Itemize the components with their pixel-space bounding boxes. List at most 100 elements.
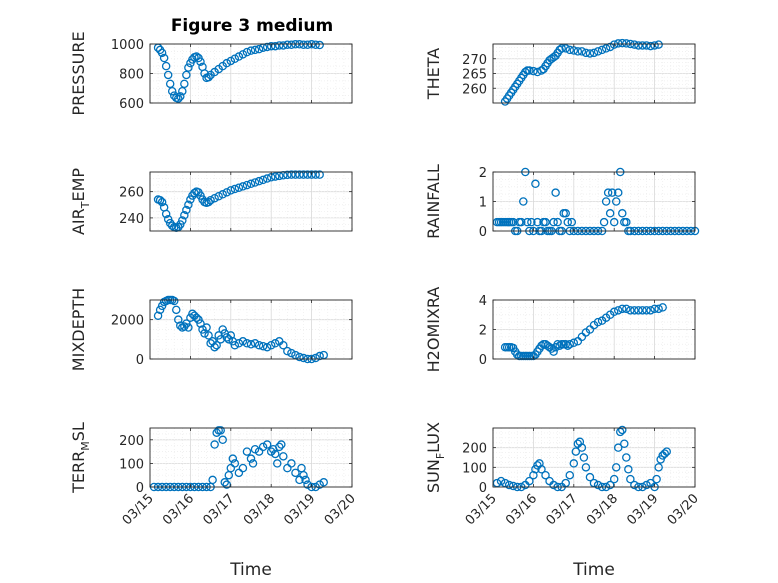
data-point <box>531 179 540 189</box>
data-point <box>569 338 579 348</box>
data-point <box>597 45 607 55</box>
data-point <box>226 186 236 195</box>
data-point <box>210 342 219 352</box>
data-point <box>172 305 181 315</box>
y-tick-label: 260 <box>119 186 144 201</box>
y-axis-label: AIRTEMP <box>69 168 92 235</box>
subplot-mixdepth: 0 2000 MIXDEPTH <box>69 288 353 371</box>
data-point <box>184 63 193 72</box>
data-point <box>521 67 530 77</box>
data-point <box>605 209 615 218</box>
x-tick-label: 03/18 <box>584 491 621 528</box>
data-point <box>618 425 627 435</box>
data-point <box>258 341 268 351</box>
data-point <box>277 440 286 449</box>
data-point <box>226 56 236 66</box>
data-point <box>567 217 577 227</box>
y-axis-label: MIXDEPTH <box>69 288 88 371</box>
data-point <box>593 47 603 56</box>
data-point <box>159 53 169 63</box>
data-point <box>176 92 185 101</box>
data-point <box>287 40 296 49</box>
data-point <box>551 188 560 197</box>
data-point <box>222 480 232 489</box>
data-point <box>654 463 663 472</box>
data-point <box>242 47 252 57</box>
data-point <box>153 311 163 320</box>
data-point <box>535 459 544 468</box>
data-point <box>630 480 639 490</box>
data-point <box>182 205 191 215</box>
data-point <box>533 217 542 227</box>
data-point <box>642 480 651 490</box>
data-point <box>315 40 324 50</box>
y-tick-label: 0 <box>479 481 487 496</box>
data-point <box>167 86 177 96</box>
y-tick-label: 260 <box>462 82 487 97</box>
data-point <box>626 474 635 484</box>
data-point <box>549 217 558 227</box>
y-axis-label: PRESSURE <box>69 31 88 115</box>
data-point <box>589 48 599 58</box>
data-point <box>196 57 205 66</box>
data-point <box>561 44 570 53</box>
data-point <box>579 453 589 462</box>
data-point <box>220 478 229 487</box>
data-point <box>618 209 627 218</box>
x-axis-label-left: Time <box>229 560 272 580</box>
data-point <box>650 304 659 314</box>
subplot-rainfall: 0 1 2 RAINFALL <box>424 164 700 240</box>
data-point <box>638 41 647 50</box>
data-point <box>246 339 256 349</box>
data-point <box>273 459 282 468</box>
data-point <box>238 50 248 59</box>
data-point <box>601 44 611 53</box>
data-point <box>652 474 661 484</box>
y-tick-label: 265 <box>462 68 487 83</box>
data-point <box>561 209 570 218</box>
data-point <box>571 447 581 456</box>
x-tick-label: 03/15 <box>120 491 157 528</box>
data-point <box>155 195 165 205</box>
data-point <box>605 480 615 490</box>
data-point <box>200 329 209 338</box>
data-point <box>611 197 621 206</box>
data-point <box>622 217 631 227</box>
y-tick-label: 240 <box>119 212 144 227</box>
x-tick-label: 03/15 <box>463 491 500 528</box>
data-point <box>315 170 324 179</box>
data-point <box>279 41 288 50</box>
data-point <box>299 40 308 49</box>
data-point <box>248 459 258 468</box>
y-axis-label-subscript: M <box>79 441 92 451</box>
data-point <box>180 79 189 89</box>
data-point <box>553 339 562 349</box>
data-point <box>630 40 639 49</box>
y-axis-label-main: THETA <box>424 48 443 100</box>
data-point <box>642 306 651 315</box>
x-tick-label: 03/16 <box>503 491 540 528</box>
y-tick-label: 270 <box>462 53 487 68</box>
data-point <box>204 197 213 207</box>
data-point <box>279 340 288 350</box>
data-point <box>624 465 633 474</box>
data-point <box>210 193 219 203</box>
data-point <box>303 40 312 49</box>
y-tick-label: 200 <box>119 434 144 449</box>
x-tick-label: 03/19 <box>624 491 661 528</box>
plot-area <box>150 172 352 231</box>
data-point <box>630 306 639 315</box>
data-point <box>250 339 260 348</box>
data-point <box>258 175 268 185</box>
data-point <box>254 340 264 350</box>
data-point <box>287 459 296 468</box>
data-point <box>270 339 280 348</box>
data-point <box>541 217 550 227</box>
x-tick-label: 03/17 <box>201 491 238 528</box>
data-point <box>178 216 187 225</box>
data-point <box>238 182 248 191</box>
data-point <box>192 52 201 61</box>
data-point <box>165 79 175 89</box>
data-point <box>254 176 264 186</box>
